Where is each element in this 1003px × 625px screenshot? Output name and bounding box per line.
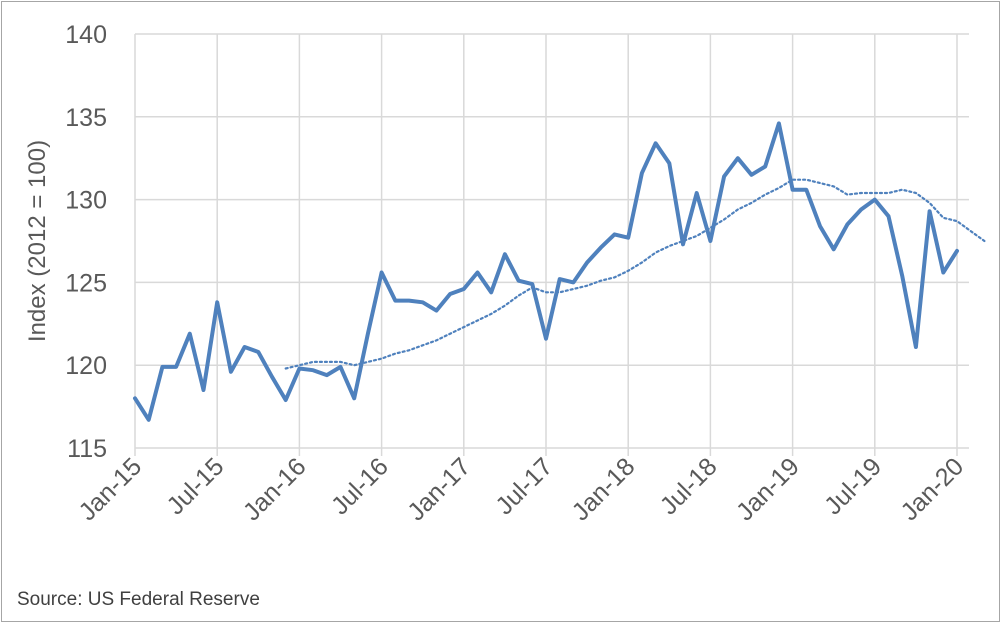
y-tick-label: 135 (65, 104, 107, 132)
x-tick-label: Jan-16 (238, 452, 312, 526)
x-tick-label: Jan-17 (402, 452, 476, 526)
x-tick-label: Jan-20 (895, 452, 969, 526)
y-tick-label: 125 (65, 269, 107, 297)
y-tick-label: 130 (65, 187, 107, 215)
x-tick-label: Jan-19 (731, 452, 805, 526)
y-tick-label: 115 (67, 435, 107, 463)
y-tick-label: 120 (65, 352, 107, 380)
x-tick-label: Jan-15 (73, 452, 147, 526)
index-line (133, 121, 959, 422)
y-axis-label: Index (2012 = 100) (24, 140, 51, 342)
x-tick-label: Jul-15 (161, 452, 229, 520)
y-tick-label: 140 (65, 21, 107, 49)
x-tick-label: Jul-18 (655, 452, 723, 520)
source-note: Source: US Federal Reserve (17, 589, 260, 610)
x-tick-label: Jul-16 (326, 452, 394, 520)
x-tick-label: Jul-19 (819, 452, 887, 520)
x-tick-label: Jul-17 (490, 452, 558, 520)
trend-line-dotted (284, 178, 986, 370)
x-tick-label: Jan-18 (567, 452, 641, 526)
